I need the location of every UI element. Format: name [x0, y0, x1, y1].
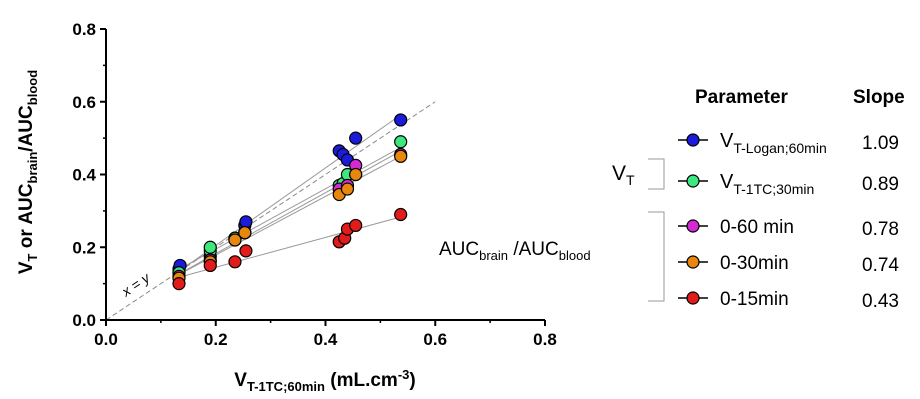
- data-point-series-3: [349, 167, 363, 182]
- data-point-series-0: [349, 131, 363, 145]
- legend-label: VT-Logan;60min: [720, 130, 827, 156]
- x-tick-label: 0.6: [423, 330, 447, 349]
- data-point-series-1: [203, 240, 217, 254]
- legend-slope: 0.43: [862, 291, 899, 312]
- y-tick-label: 0.6: [72, 93, 96, 112]
- legend-header-slope: Slope: [853, 87, 905, 108]
- data-point-series-3: [340, 182, 355, 196]
- identity-line-label: x = y: [118, 269, 153, 300]
- legend: Parameter Slope VT AUCbrain /AUCblood VT…: [439, 87, 905, 312]
- legend-slope: 0.74: [862, 255, 899, 276]
- data-point-series-4: [228, 255, 242, 269]
- y-tick-label: 0.2: [72, 238, 96, 257]
- legend-bracket-auc: [648, 211, 665, 302]
- data-point-series-4: [172, 277, 186, 291]
- data-point-series-4: [203, 258, 217, 273]
- data-point-series-3: [394, 149, 408, 163]
- plot-area: 0.0 0.2 0.4 0.6 0.8 0.0 0.2 0.4 0.6 0.8: [72, 20, 556, 349]
- data-point-series-4: [239, 244, 253, 258]
- legend-label: 0-15min: [720, 289, 789, 310]
- legend-group-auc: AUCbrain /AUCblood: [439, 239, 591, 263]
- y-tick-label: 0.4: [72, 166, 96, 185]
- data-point-series-1: [394, 135, 408, 149]
- legend-slope: 0.89: [862, 174, 899, 195]
- legend-header-parameter: Parameter: [695, 87, 789, 108]
- legend-marker: [686, 133, 700, 147]
- data-point-series-0: [239, 215, 253, 229]
- legend-label: VT-1TC;30min: [720, 171, 814, 197]
- legend-label: 0-60 min: [720, 217, 794, 238]
- data-point-series-3: [228, 233, 242, 247]
- legend-bracket-vt: [648, 158, 665, 190]
- x-axis-label: VT-1TC;60min (mL.cm-3): [234, 367, 415, 394]
- x-tick-label: 0.2: [204, 330, 228, 349]
- identity-line: [105, 101, 436, 321]
- legend-slope: 0.78: [862, 219, 899, 240]
- legend-group-vt: VT: [612, 162, 635, 188]
- data-point-series-4: [394, 207, 408, 222]
- data-point-series-3: [238, 226, 252, 240]
- x-tick-label: 0.0: [94, 330, 118, 349]
- legend-marker: [686, 291, 700, 305]
- y-tick-label: 0.8: [72, 20, 96, 39]
- legend-label: 0-30min: [720, 253, 789, 274]
- x-tick-label: 0.8: [533, 330, 557, 349]
- data-point-series-4: [349, 218, 363, 233]
- legend-marker: [686, 255, 700, 269]
- legend-slope: 1.09: [862, 133, 899, 154]
- data-point-series-0: [394, 113, 408, 127]
- x-tick-label: 0.4: [314, 330, 338, 349]
- legend-marker: [686, 219, 700, 233]
- legend-marker: [686, 174, 700, 188]
- y-tick-label: 0.0: [72, 311, 96, 330]
- y-axis-label: VT or AUCbrain/AUCblood: [16, 70, 40, 274]
